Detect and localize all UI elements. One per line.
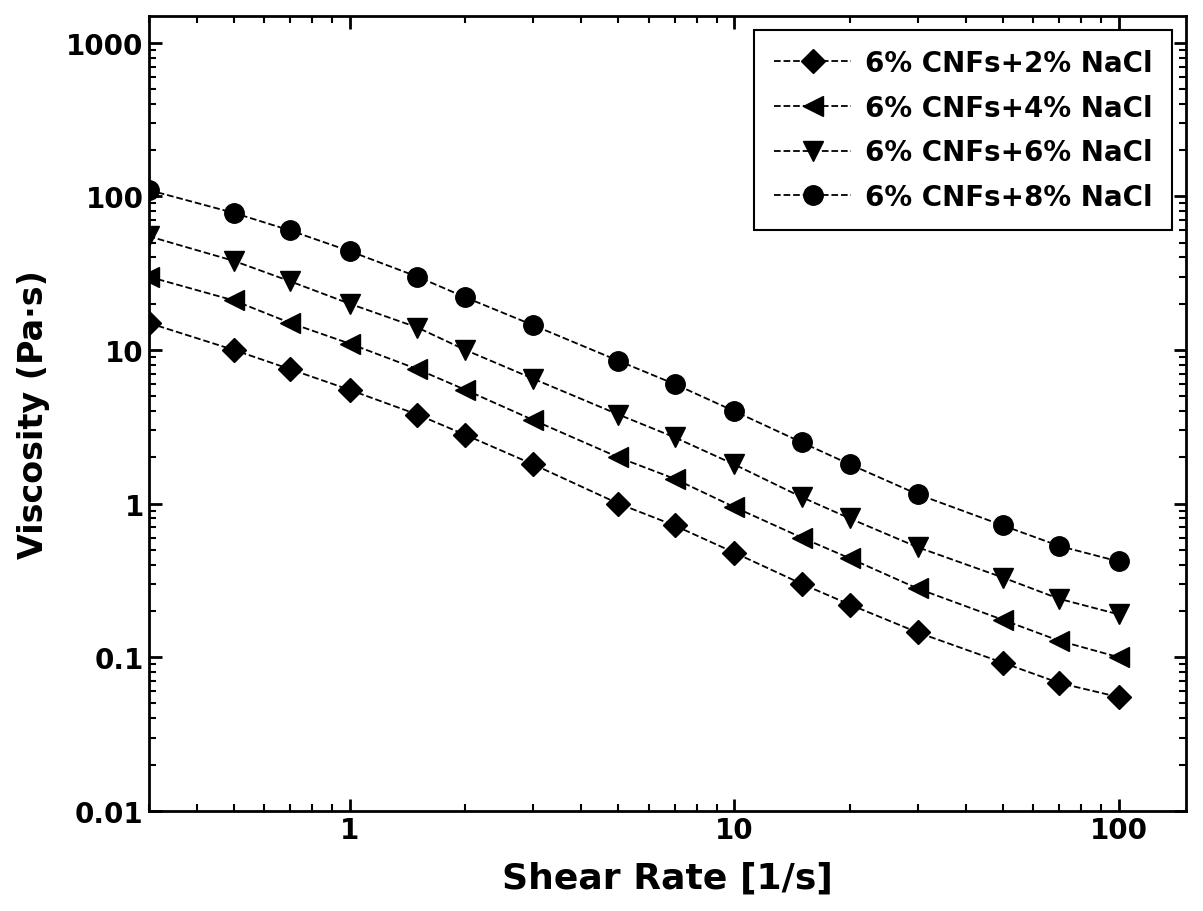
6% CNFs+8% NaCl [141,185,155,196]
6% CNFs+6% NaCl [283,276,297,287]
6% CNFs+6% NaCl [410,322,425,333]
Line: 6% CNFs+4% NaCl: 6% CNFs+4% NaCl [138,268,1128,667]
6% CNFs+2% NaCl [1112,691,1126,702]
X-axis label: Shear Rate [1/s]: Shear Rate [1/s] [502,860,832,895]
6% CNFs+2% NaCl [526,459,540,470]
6% CNFs+6% NaCl [458,345,473,356]
6% CNFs+8% NaCl [842,459,857,470]
Y-axis label: Viscosity (Pa·s): Viscosity (Pa·s) [17,270,49,558]
6% CNFs+4% NaCl [343,339,357,350]
6% CNFs+6% NaCl [226,256,241,267]
Line: 6% CNFs+8% NaCl: 6% CNFs+8% NaCl [138,181,1128,571]
6% CNFs+2% NaCl [842,599,857,610]
6% CNFs+4% NaCl [410,364,425,375]
6% CNFs+4% NaCl [226,296,241,307]
6% CNFs+8% NaCl [611,356,626,367]
6% CNFs+6% NaCl [1112,609,1126,620]
6% CNFs+2% NaCl [343,385,357,396]
6% CNFs+2% NaCl [283,364,297,375]
6% CNFs+2% NaCl [1051,678,1066,689]
6% CNFs+2% NaCl [458,430,473,441]
6% CNFs+8% NaCl [226,209,241,220]
6% CNFs+2% NaCl [911,628,925,639]
6% CNFs+2% NaCl [410,410,425,421]
6% CNFs+2% NaCl [727,548,741,558]
6% CNFs+6% NaCl [911,542,925,553]
6% CNFs+8% NaCl [526,321,540,332]
6% CNFs+2% NaCl [226,345,241,356]
6% CNFs+4% NaCl [526,415,540,426]
6% CNFs+4% NaCl [283,318,297,329]
6% CNFs+4% NaCl [795,533,810,544]
6% CNFs+2% NaCl [996,658,1011,669]
6% CNFs+8% NaCl [343,246,357,257]
6% CNFs+6% NaCl [727,459,741,470]
6% CNFs+8% NaCl [458,292,473,303]
6% CNFs+6% NaCl [611,410,626,421]
Legend: 6% CNFs+2% NaCl, 6% CNFs+4% NaCl, 6% CNFs+6% NaCl, 6% CNFs+8% NaCl: 6% CNFs+2% NaCl, 6% CNFs+4% NaCl, 6% CNF… [754,31,1173,231]
Line: 6% CNFs+6% NaCl: 6% CNFs+6% NaCl [138,227,1130,625]
6% CNFs+4% NaCl [1051,636,1066,647]
6% CNFs+6% NaCl [795,492,810,503]
6% CNFs+6% NaCl [842,514,857,525]
6% CNFs+4% NaCl [458,385,473,396]
6% CNFs+2% NaCl [668,520,682,531]
6% CNFs+4% NaCl [1112,652,1126,663]
6% CNFs+6% NaCl [668,433,682,444]
6% CNFs+8% NaCl [668,379,682,390]
6% CNFs+4% NaCl [668,474,682,485]
6% CNFs+4% NaCl [727,502,741,513]
6% CNFs+6% NaCl [996,572,1011,583]
6% CNFs+8% NaCl [1112,557,1126,568]
6% CNFs+6% NaCl [141,231,155,242]
Line: 6% CNFs+2% NaCl: 6% CNFs+2% NaCl [141,315,1127,706]
6% CNFs+6% NaCl [1051,594,1066,605]
6% CNFs+4% NaCl [842,553,857,564]
6% CNFs+8% NaCl [996,520,1011,531]
6% CNFs+8% NaCl [1051,541,1066,552]
6% CNFs+4% NaCl [141,271,155,282]
6% CNFs+8% NaCl [283,226,297,237]
6% CNFs+6% NaCl [526,374,540,384]
6% CNFs+2% NaCl [795,578,810,589]
6% CNFs+8% NaCl [911,489,925,500]
6% CNFs+6% NaCl [343,299,357,310]
6% CNFs+4% NaCl [911,583,925,594]
6% CNFs+4% NaCl [996,615,1011,626]
6% CNFs+8% NaCl [795,437,810,448]
6% CNFs+2% NaCl [611,498,626,509]
6% CNFs+8% NaCl [410,271,425,282]
6% CNFs+4% NaCl [611,453,626,464]
6% CNFs+2% NaCl [141,318,155,329]
6% CNFs+8% NaCl [727,406,741,417]
